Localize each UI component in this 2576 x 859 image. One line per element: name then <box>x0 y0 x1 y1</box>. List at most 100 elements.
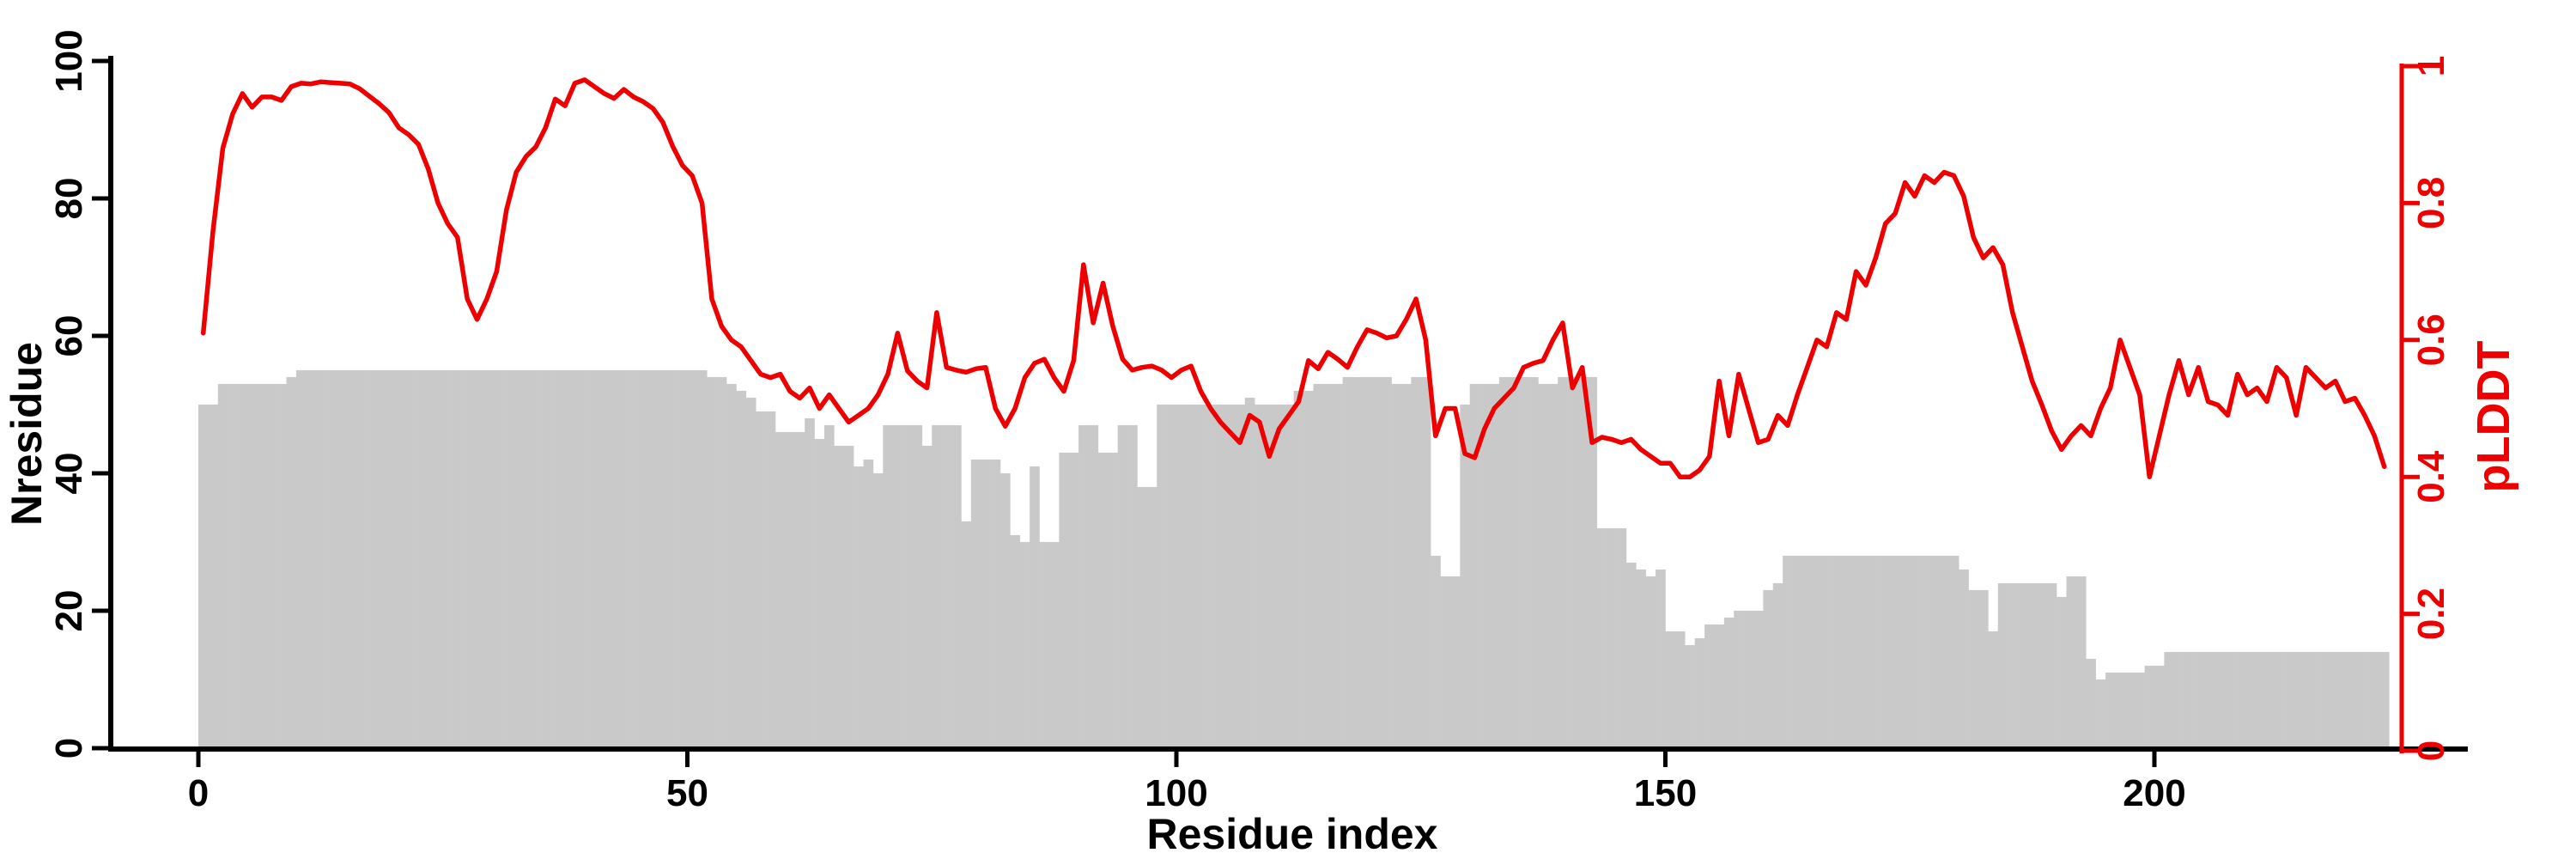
nresidue-bar <box>1108 453 1118 748</box>
nresidue-bar <box>2075 576 2087 748</box>
nresidue-bar <box>2340 652 2351 748</box>
plddt-line <box>200 77 2387 479</box>
nresidue-bar <box>217 384 228 748</box>
nresidue-bar <box>1948 556 1959 748</box>
nresidue-bar <box>745 398 756 748</box>
y-right-axis-title: pLDDT <box>2468 341 2519 493</box>
nresidue-bar <box>775 432 786 748</box>
nresidue-bar <box>246 384 258 748</box>
x-tick-label: 0 <box>188 772 209 814</box>
nresidue-bar <box>1959 570 1969 748</box>
nresidue-bar <box>531 370 541 748</box>
nresidue-bar <box>1616 528 1627 748</box>
nresidue-bar <box>794 432 805 748</box>
nresidue-bar <box>1195 405 1206 748</box>
nresidue-bar <box>325 370 336 748</box>
nresidue-bar <box>1656 570 1666 748</box>
nresidue-bar <box>609 370 620 748</box>
nresidue-bar <box>520 370 532 748</box>
nresidue-bar <box>1518 377 1529 748</box>
nresidue-bar <box>1558 377 1568 748</box>
nresidue-bar <box>355 370 365 748</box>
nresidue-bar <box>823 425 835 748</box>
nresidue-bar <box>1988 631 1999 748</box>
nresidue-bar <box>1694 638 1705 748</box>
nresidue-bar <box>2281 652 2292 748</box>
nresidue-bar <box>1685 645 1695 748</box>
nresidue-bar <box>2291 652 2302 748</box>
nresidue-bar <box>932 425 942 748</box>
nresidue-bar <box>589 370 600 748</box>
nresidue-bar <box>1322 384 1334 748</box>
nresidue-bar <box>1224 405 1236 748</box>
nresidue-bar <box>1303 391 1314 748</box>
nresidue-bar <box>707 377 717 748</box>
nresidue-bar <box>1968 590 1979 748</box>
nresidue-bar <box>393 370 404 748</box>
nresidue-bar <box>550 370 561 748</box>
nresidue-bar <box>1352 377 1363 748</box>
nresidue-bar <box>1382 377 1392 748</box>
nresidue-bar <box>677 370 688 748</box>
nresidue-bar <box>1832 556 1842 748</box>
y-right-tick-label: 0.4 <box>2410 450 2452 503</box>
nresidue-bar <box>843 446 854 748</box>
nresidue-bar <box>941 425 952 748</box>
nresidue-bar <box>453 370 463 748</box>
nresidue-bar <box>413 370 424 748</box>
nresidue-bar <box>2262 652 2272 748</box>
nresidue-bar <box>1489 384 1500 748</box>
nresidue-bar <box>1929 556 1940 748</box>
nresidue-bar <box>2066 576 2077 748</box>
nresidue-bar <box>2213 652 2224 748</box>
nresidue-bar <box>1801 556 1813 748</box>
nresidue-bar <box>471 370 483 748</box>
nresidue-bar <box>560 370 571 748</box>
nresidue-bar <box>344 370 355 748</box>
y-left-tick-label: 60 <box>48 315 90 357</box>
nresidue-bar <box>2242 652 2253 748</box>
nresidue-bar <box>404 370 414 748</box>
nresidue-bar <box>598 370 610 748</box>
nresidue-bar <box>618 370 629 748</box>
nresidue-bar <box>2086 659 2096 748</box>
nresidue-bar <box>2320 652 2331 748</box>
nresidue-bar <box>658 370 669 748</box>
nresidue-bar <box>2115 673 2126 748</box>
nresidue-bar <box>1411 377 1422 748</box>
tick-labels: 0 50 100 150 200 0 20 40 60 80 100 0 0.2 0.4 0.6 0.8 1 <box>48 29 2452 814</box>
nresidue-bar <box>912 425 923 748</box>
y-left-tick-label: 20 <box>48 590 90 632</box>
nresidue-bar <box>2311 652 2321 748</box>
nresidue-bar <box>2124 673 2136 748</box>
y-right-tick-label: 0.6 <box>2410 314 2452 366</box>
plddt-line-series <box>200 77 2387 479</box>
nresidue-bar <box>1890 556 1901 748</box>
nresidue-bar <box>1244 398 1255 748</box>
nresidue-bar <box>1068 453 1079 748</box>
nresidue-bar <box>981 460 991 748</box>
nresidue-bar <box>2271 652 2282 748</box>
nresidue-bar <box>1812 556 1823 748</box>
nresidue-bar <box>364 370 375 748</box>
nresidue-bar <box>2222 652 2233 748</box>
nresidue-bar <box>1313 384 1324 748</box>
nresidue-bar <box>1255 405 1265 748</box>
nresidue-bar <box>1176 405 1187 748</box>
nresidue-bar <box>1206 405 1216 748</box>
x-tick-label: 100 <box>1145 772 1207 814</box>
nresidue-bar <box>1273 405 1285 748</box>
nresidue-bar <box>2135 673 2145 748</box>
nresidue-bar <box>1547 384 1558 748</box>
nresidue-bar <box>970 460 981 748</box>
nresidue-bar <box>2379 652 2390 748</box>
nresidue-bar <box>1166 405 1177 748</box>
nresidue-bar <box>1157 405 1167 748</box>
nresidue-bar <box>2046 583 2057 748</box>
nresidue-bar <box>883 425 893 748</box>
nresidue-bar <box>990 460 1001 748</box>
nresidue-bar <box>1235 405 1246 748</box>
nresidue-bar <box>569 370 580 748</box>
nresidue-bar <box>580 370 590 748</box>
